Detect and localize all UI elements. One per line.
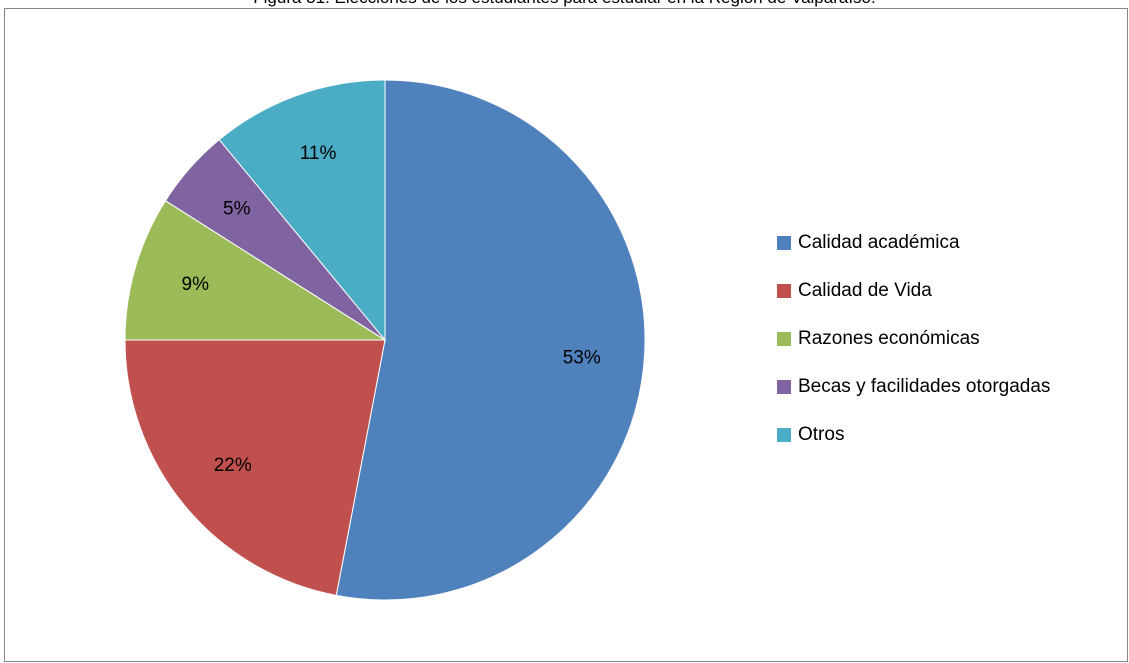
chart-frame — [4, 8, 1128, 662]
legend-swatch-0 — [777, 236, 791, 250]
legend-swatch-2 — [777, 332, 791, 346]
legend-label-3: Becas y facilidades otorgadas — [798, 376, 1050, 397]
pie-slice-2 — [124, 199, 387, 341]
legend-label-2: Razones económicas — [798, 328, 980, 349]
pie-slice-label-0: 53% — [563, 348, 601, 369]
legend: Calidad académica Calidad de Vida Razones … — [777, 232, 1050, 445]
pie-slice-label-4: 11% — [300, 143, 337, 164]
chart-caption: Figura 31. Elecciones de los estudiantes… — [0, 0, 1129, 8]
pie-slice-0 — [335, 79, 646, 601]
pie-slices — [124, 79, 646, 601]
pie-slice-4 — [218, 79, 386, 342]
pie-slice-label-3: 5% — [223, 198, 251, 219]
legend-swatch-1 — [777, 284, 791, 298]
legend-label-0: Calidad académica — [798, 232, 960, 253]
legend-label-4: Otros — [798, 424, 844, 445]
pie-slice-label-2: 9% — [182, 274, 210, 295]
legend-label-1: Calidad de Vida — [798, 280, 932, 301]
legend-swatch-3 — [777, 380, 791, 394]
legend-swatch-4 — [777, 428, 791, 442]
pie-slice-1 — [124, 339, 386, 596]
pie-slice-labels: 53% 22% 9% 5% 11% — [182, 143, 601, 476]
pie-slice-label-1: 22% — [214, 455, 252, 476]
